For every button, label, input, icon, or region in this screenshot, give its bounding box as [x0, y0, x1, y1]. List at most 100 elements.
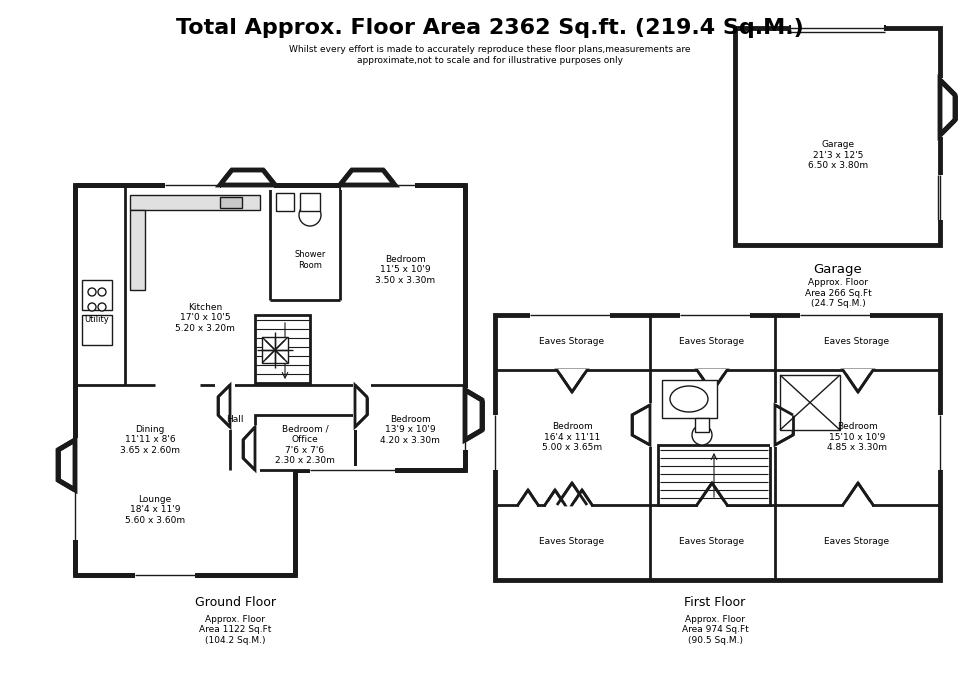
Polygon shape	[697, 370, 727, 392]
Polygon shape	[218, 385, 230, 427]
Polygon shape	[557, 483, 587, 505]
Bar	[255, 415, 355, 470]
Bar	[461, 400, 469, 450]
Text: Approx. Floor
Area 1122 Sq.Ft
(104.2 Sq.M.): Approx. Floor Area 1122 Sq.Ft (104.2 Sq.…	[199, 615, 271, 645]
Bar	[240, 425, 260, 473]
Bar	[262, 337, 288, 363]
Bar	[221, 180, 274, 190]
Text: Dining
11'11 x 8'6
3.65 x 2.60m: Dining 11'11 x 8'6 3.65 x 2.60m	[120, 425, 180, 455]
Bar	[546, 502, 564, 507]
Text: Approx. Floor
Area 974 Sq.Ft
(90.5 Sq.M.): Approx. Floor Area 974 Sq.Ft (90.5 Sq.M.…	[682, 615, 749, 645]
Text: Bedroom
16'4 x 11'11
5.00 x 3.65m: Bedroom 16'4 x 11'11 5.00 x 3.65m	[542, 422, 602, 452]
Bar	[255, 315, 310, 383]
Bar	[130, 210, 145, 290]
Text: Eaves Storage: Eaves Storage	[824, 338, 890, 347]
Text: Garage
21'3 x 12'5
6.50 x 3.80m: Garage 21'3 x 12'5 6.50 x 3.80m	[808, 140, 868, 170]
Text: Approx. Floor
Area 266 Sq.Ft
(24.7 Sq.M.): Approx. Floor Area 266 Sq.Ft (24.7 Sq.M.…	[805, 278, 871, 308]
Text: Bedroom
15'10 x 10'9
4.85 x 3.30m: Bedroom 15'10 x 10'9 4.85 x 3.30m	[827, 422, 887, 452]
Bar	[698, 502, 726, 507]
Bar	[165, 181, 220, 189]
Bar	[695, 418, 709, 432]
Bar	[519, 502, 537, 507]
Circle shape	[88, 303, 96, 311]
Bar	[130, 195, 260, 210]
Bar	[353, 383, 371, 430]
Polygon shape	[465, 390, 482, 440]
Polygon shape	[243, 427, 255, 470]
Polygon shape	[843, 370, 873, 392]
Polygon shape	[572, 490, 592, 505]
Polygon shape	[775, 405, 793, 445]
Bar	[558, 502, 586, 507]
Bar	[276, 193, 294, 211]
Text: Bedroom
11'5 x 10'9
3.50 x 3.30m: Bedroom 11'5 x 10'9 3.50 x 3.30m	[375, 255, 435, 285]
Polygon shape	[557, 370, 587, 392]
Bar	[300, 193, 320, 211]
Text: Ground Floor: Ground Floor	[194, 597, 275, 610]
Bar	[310, 466, 395, 474]
Text: Utility: Utility	[84, 316, 110, 325]
Bar	[135, 571, 195, 579]
Polygon shape	[340, 170, 395, 185]
Text: Bedroom
13'9 x 10'9
4.20 x 3.30m: Bedroom 13'9 x 10'9 4.20 x 3.30m	[380, 415, 440, 445]
Bar	[790, 25, 885, 31]
Bar	[530, 311, 610, 319]
Text: Garage: Garage	[813, 264, 862, 277]
Text: Eaves Storage: Eaves Storage	[824, 538, 890, 547]
Circle shape	[692, 425, 712, 445]
Text: Eaves Storage: Eaves Storage	[539, 338, 605, 347]
Polygon shape	[75, 185, 465, 575]
Text: Eaves Storage: Eaves Storage	[539, 538, 605, 547]
Bar	[558, 369, 586, 373]
Bar	[341, 180, 394, 190]
Bar	[662, 380, 717, 418]
Bar	[938, 78, 946, 137]
Text: Shower
Room: Shower Room	[294, 251, 325, 270]
Bar	[770, 403, 778, 447]
Bar	[658, 445, 770, 505]
Bar	[935, 175, 945, 220]
Bar	[495, 315, 940, 580]
Circle shape	[98, 303, 106, 311]
Bar	[355, 181, 415, 189]
Bar	[680, 311, 750, 319]
Bar	[71, 480, 79, 540]
Bar	[82, 315, 112, 345]
Bar	[647, 403, 655, 447]
Polygon shape	[940, 80, 955, 135]
Bar	[215, 383, 235, 430]
Polygon shape	[843, 483, 873, 505]
Bar	[780, 375, 840, 430]
Text: Whilst every effort is made to accurately reproduce these floor plans,measuremen: Whilst every effort is made to accuratel…	[289, 45, 691, 64]
Bar	[800, 311, 870, 319]
Bar	[735, 28, 940, 245]
Polygon shape	[58, 440, 75, 490]
Circle shape	[98, 288, 106, 296]
Text: Lounge
18'4 x 11'9
5.60 x 3.60m: Lounge 18'4 x 11'9 5.60 x 3.60m	[124, 495, 185, 525]
Polygon shape	[518, 490, 538, 505]
Bar	[844, 369, 872, 373]
Bar	[844, 502, 872, 507]
Bar	[220, 197, 242, 208]
Text: Eaves Storage: Eaves Storage	[679, 338, 745, 347]
Text: Kitchen
17'0 x 10'5
5.20 x 3.20m: Kitchen 17'0 x 10'5 5.20 x 3.20m	[175, 303, 235, 333]
Bar	[82, 280, 112, 310]
Text: Total Approx. Floor Area 2362 Sq.ft. (219.4 Sq.M.): Total Approx. Floor Area 2362 Sq.ft. (21…	[176, 18, 804, 38]
Bar	[698, 369, 726, 373]
Bar	[70, 438, 80, 493]
Text: Eaves Storage: Eaves Storage	[679, 538, 745, 547]
Bar	[462, 388, 470, 443]
Ellipse shape	[670, 386, 708, 412]
Text: First Floor: First Floor	[684, 597, 746, 610]
Polygon shape	[355, 385, 367, 427]
Bar	[936, 415, 944, 470]
Bar	[491, 415, 499, 470]
Bar	[573, 502, 591, 507]
Polygon shape	[545, 490, 565, 505]
Circle shape	[299, 204, 321, 226]
Polygon shape	[220, 170, 275, 185]
Polygon shape	[697, 483, 727, 505]
Circle shape	[88, 288, 96, 296]
Text: Hall: Hall	[226, 415, 244, 424]
Polygon shape	[632, 405, 650, 445]
